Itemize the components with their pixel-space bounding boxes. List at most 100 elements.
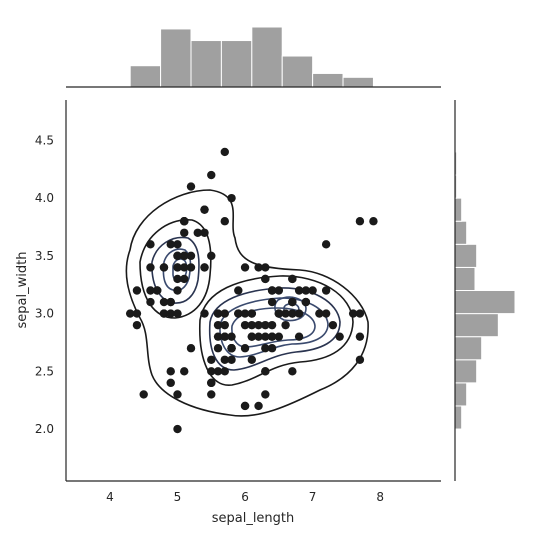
y-hist-bar [454, 313, 499, 338]
y-tick-label: 2.0 [35, 422, 54, 436]
y-hist-bar [454, 197, 463, 222]
x-tick-label: 7 [309, 490, 317, 504]
scatter-point [166, 378, 175, 388]
scatter-point [355, 332, 365, 341]
x-hist-bar [251, 26, 283, 88]
scatter-point [173, 251, 182, 261]
scatter-point [220, 367, 229, 376]
scatter-point [240, 344, 250, 353]
x-marginal-histogram [129, 26, 374, 88]
scatter-point [132, 309, 142, 318]
kde-contour-setosa-4 [162, 248, 192, 292]
scatter-point [261, 367, 270, 376]
x-hist-bar [160, 28, 192, 88]
scatter-point [261, 274, 270, 284]
scatter-point [180, 367, 189, 376]
scatter-point [301, 286, 311, 295]
scatter-point [213, 320, 223, 330]
scatter-point [173, 240, 182, 249]
scatter-point [180, 263, 189, 272]
scatter-point [254, 320, 263, 330]
kde-contour-setosa-3 [151, 236, 200, 304]
scatter-point [132, 286, 142, 295]
scatter-point [146, 286, 155, 295]
scatter-point [186, 344, 196, 353]
scatter-point [173, 309, 182, 318]
y-tick-labels: 2.0 2.5 3.0 3.5 4.0 4.5 [35, 133, 54, 436]
scatter-point [159, 263, 169, 272]
x-hist-bar [281, 55, 314, 88]
scatter-points [125, 147, 378, 434]
y-hist-bar [454, 382, 468, 407]
scatter-point [220, 217, 229, 226]
scatter-point [200, 263, 209, 272]
scatter-point [173, 390, 182, 399]
scatter-point [146, 240, 155, 249]
y-hist-bar [454, 266, 476, 292]
y-hist-bar [454, 243, 478, 268]
scatter-point [261, 344, 270, 353]
scatter-point [254, 263, 263, 272]
scatter-point [294, 309, 304, 318]
scatter-point [166, 309, 175, 318]
kde-contour-main-6 [274, 296, 307, 322]
x-hist-bar [342, 76, 374, 88]
scatter-point [220, 309, 229, 318]
x-tick-labels: 4 5 6 7 8 [106, 490, 384, 504]
scatter-point [355, 355, 365, 364]
scatter-point [180, 274, 189, 284]
scatter-point [173, 424, 182, 434]
x-hist-bar [220, 40, 253, 88]
y-hist-bar [454, 290, 516, 315]
scatter-point [355, 217, 365, 226]
scatter-point [261, 332, 270, 341]
scatter-point [281, 320, 290, 330]
scatter-point [220, 355, 229, 364]
scatter-point [159, 309, 169, 318]
scatter-point [207, 170, 216, 180]
scatter-point [227, 332, 236, 341]
scatter-point [220, 332, 229, 341]
x-axis-label: sepal_length [212, 511, 295, 526]
scatter-point [321, 309, 331, 318]
scatter-point [227, 344, 236, 353]
scatter-point [288, 367, 297, 376]
y-axis-label: sepal_width [15, 252, 30, 329]
scatter-point [240, 263, 250, 272]
scatter-point [261, 263, 270, 272]
scatter-point [247, 320, 257, 330]
scatter-point [254, 332, 263, 341]
scatter-point [274, 309, 284, 318]
x-tick-label: 5 [174, 490, 182, 504]
scatter-point [180, 228, 189, 237]
scatter-point [200, 228, 209, 237]
scatter-point [200, 205, 209, 214]
scatter-point [234, 309, 243, 318]
scatter-point [267, 286, 277, 295]
scatter-point [173, 263, 182, 272]
y-hist-bar [454, 220, 468, 245]
scatter-point [125, 309, 135, 318]
scatter-point [213, 332, 223, 341]
kde-contour-main-4 [219, 297, 329, 358]
x-tick-label: 6 [241, 490, 249, 504]
scatter-point [240, 320, 250, 330]
scatter-point [267, 332, 277, 341]
scatter-point [247, 355, 257, 364]
scatter-point [308, 286, 317, 295]
kde-contour-outer [125, 189, 369, 417]
scatter-point [166, 367, 175, 376]
y-tick-label: 4.5 [35, 133, 54, 147]
scatter-point [335, 332, 344, 341]
scatter-point [173, 286, 182, 295]
scatter-point [288, 309, 297, 318]
scatter-point [234, 286, 243, 295]
kde-contour-main-2 [199, 275, 354, 386]
scatter-point [261, 390, 270, 399]
scatter-point [166, 297, 175, 307]
scatter-point [274, 332, 284, 341]
y-tick-label: 2.5 [35, 364, 54, 378]
y-hist-bar [454, 405, 463, 430]
scatter-point [247, 332, 257, 341]
scatter-point [139, 390, 148, 399]
